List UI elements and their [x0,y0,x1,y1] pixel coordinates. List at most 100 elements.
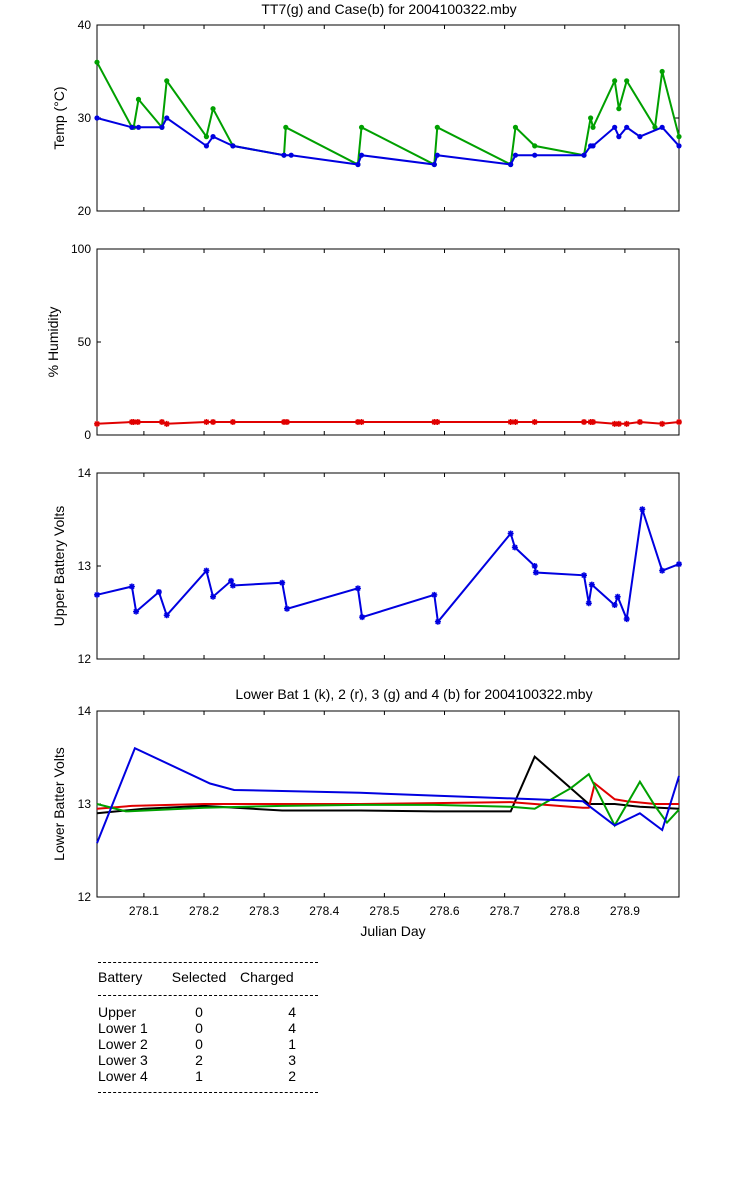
y-tick-label: 100 [71,242,91,256]
humidity-y-axis-label: % Humidity [45,307,61,378]
charged-value: 1 [288,1036,296,1052]
data-point [507,418,514,425]
selected-value: 0 [195,1036,203,1052]
data-point [624,78,630,84]
data-point [283,124,289,130]
data-point [130,418,137,425]
y-tick-label: 12 [78,652,92,666]
upper-battery-plot-frame [96,472,680,660]
data-point [135,124,142,130]
data-point [585,600,592,607]
data-point [355,161,361,168]
battery-table: Battery Selected Charged Upper 0 4 Lower… [98,962,318,1093]
table-row: Lower 3 2 3 [98,1052,318,1068]
data-point [512,152,519,158]
data-point [615,420,622,427]
data-point [434,124,440,130]
x-tick-label: 278.2 [189,904,219,918]
table-divider-top [98,962,318,963]
data-point [676,143,682,149]
data-point [431,591,438,598]
data-point [279,579,286,586]
data-point [164,78,170,84]
series-line [96,61,680,167]
temp-marks: 20 30 40 [78,18,682,218]
temp-chart-title: TT7(g) and Case(b) for 2004100322.mby [261,1,516,17]
data-point [155,589,162,596]
data-point [280,418,287,425]
data-point [588,581,595,588]
data-point [590,143,596,149]
data-point [434,152,440,158]
data-point [94,591,100,598]
data-point [512,124,519,130]
data-point [590,124,596,130]
data-point [203,567,210,574]
series-line [96,754,680,815]
charged-value: 4 [288,1020,296,1036]
x-tick-label: 278.7 [490,904,520,918]
data-point [283,605,290,612]
data-point [230,143,236,149]
data-point [434,618,441,625]
upper-battery-panel: Upper Battery Volts 12 13 14 [51,466,682,666]
data-point [507,530,514,537]
data-point [581,418,588,425]
data-point [676,134,682,140]
data-point [94,420,100,427]
y-tick-label: 14 [78,466,92,480]
data-point [590,418,597,425]
x-tick-label: 278.6 [430,904,460,918]
data-point [623,420,630,427]
x-axis-label: Julian Day [360,923,425,939]
header-selected: Selected [171,969,227,985]
data-point [508,161,514,168]
data-point [639,506,646,513]
data-point [532,143,538,149]
data-point [676,418,682,425]
x-tick-label: 278.9 [610,904,640,918]
data-point [163,420,170,427]
selected-value: 0 [195,1004,203,1020]
x-tick-label: 278.8 [550,904,580,918]
data-point [359,614,366,621]
data-point [358,124,365,130]
series-line [96,772,680,828]
charged-value: 4 [288,1004,296,1020]
data-point [229,582,236,589]
data-point [659,68,665,75]
data-point [129,124,135,130]
battery-name: Upper [98,1004,137,1020]
data-point [623,616,630,623]
data-point [229,418,236,425]
table-row: Lower 1 0 4 [98,1020,318,1036]
data-point [611,602,618,609]
data-point [531,563,538,569]
table-row: Lower 4 1 2 [98,1068,318,1084]
y-tick-label: 13 [78,559,92,573]
data-point [581,152,587,158]
data-point [659,124,665,130]
y-tick-label: 0 [84,428,91,442]
header-charged: Charged [240,969,294,985]
data-point [676,561,682,568]
data-point [134,418,141,425]
x-tick-label: 278.3 [249,904,279,918]
data-point [652,124,658,130]
series-line [96,508,680,625]
data-point [637,134,643,140]
data-point [203,418,210,425]
data-point [614,593,621,600]
data-point [636,418,643,425]
battery-name: Lower 4 [98,1068,148,1084]
series-line [96,781,679,810]
table-row: Upper 0 4 [98,1004,318,1020]
charged-value: 2 [288,1068,296,1084]
y-tick-label: 12 [78,890,92,904]
data-point [431,161,437,168]
lower-battery-marks: 12 13 14 278.1 278.2 278.3 278.4 278.5 278.6 278.… [78,704,680,918]
data-point [94,115,100,121]
y-tick-label: 50 [78,335,92,349]
x-tick-label: 278.5 [369,904,399,918]
table-row: Lower 2 0 1 [98,1036,318,1052]
